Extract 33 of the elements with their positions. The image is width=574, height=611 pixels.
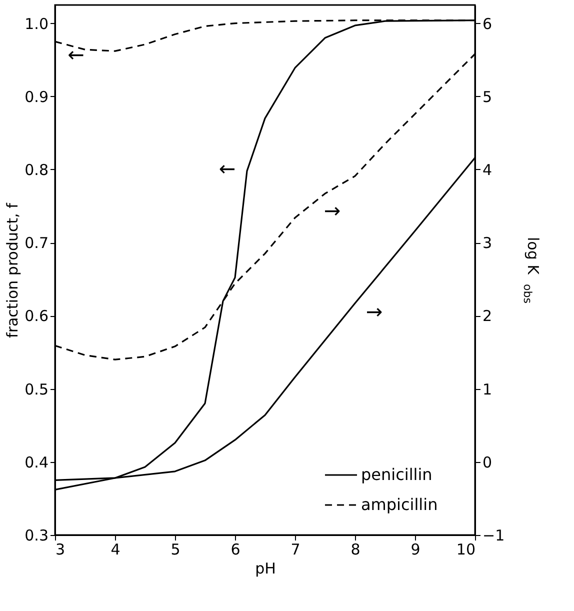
y-tick-label: 0.5	[24, 380, 48, 398]
x-axis-title: pH	[255, 560, 276, 578]
x-tick-label: 3	[56, 540, 66, 558]
legend-label: ampicillin	[361, 495, 438, 514]
y-tick-label: 0.9	[24, 88, 48, 106]
y2-tick-label: 3	[482, 234, 492, 252]
y2-tick-label: −1	[482, 526, 505, 544]
y-tick-label: 0.8	[24, 160, 48, 179]
x-tick-label: 10	[456, 540, 476, 558]
y2-tick-label: 0	[482, 453, 492, 472]
x-tick-label: 9	[410, 540, 420, 558]
x-tick-label: 8	[350, 540, 360, 558]
annotation: →	[366, 299, 383, 324]
legend-label: penicillin	[361, 465, 432, 484]
y2-tick-label: 2	[482, 307, 492, 326]
y-tick-label: 1.0	[24, 14, 48, 33]
x-tick-label: 5	[170, 540, 180, 558]
annotation: ←	[218, 156, 236, 180]
y-tick-label: 0.3	[24, 526, 48, 544]
y-tick-label: 0.4	[24, 453, 48, 472]
annotation: ←	[68, 42, 84, 66]
y-tick-label: 0.7	[24, 234, 48, 252]
x-tick-label: 7	[290, 540, 300, 558]
y-axis-title: fraction product, f	[4, 202, 22, 338]
y2-axis-title: log Kobs	[521, 237, 542, 304]
x-tick-label: 4	[110, 540, 120, 558]
y2-tick-label: 5	[482, 88, 492, 106]
x-tick-label: 6	[230, 540, 240, 558]
y2-tick-label: 6	[482, 14, 492, 33]
y-tick-label: 0.6	[24, 307, 48, 326]
annotation: →	[324, 198, 341, 223]
y2-tick-label: 4	[482, 160, 492, 179]
y2-tick-label: 1	[482, 380, 492, 398]
